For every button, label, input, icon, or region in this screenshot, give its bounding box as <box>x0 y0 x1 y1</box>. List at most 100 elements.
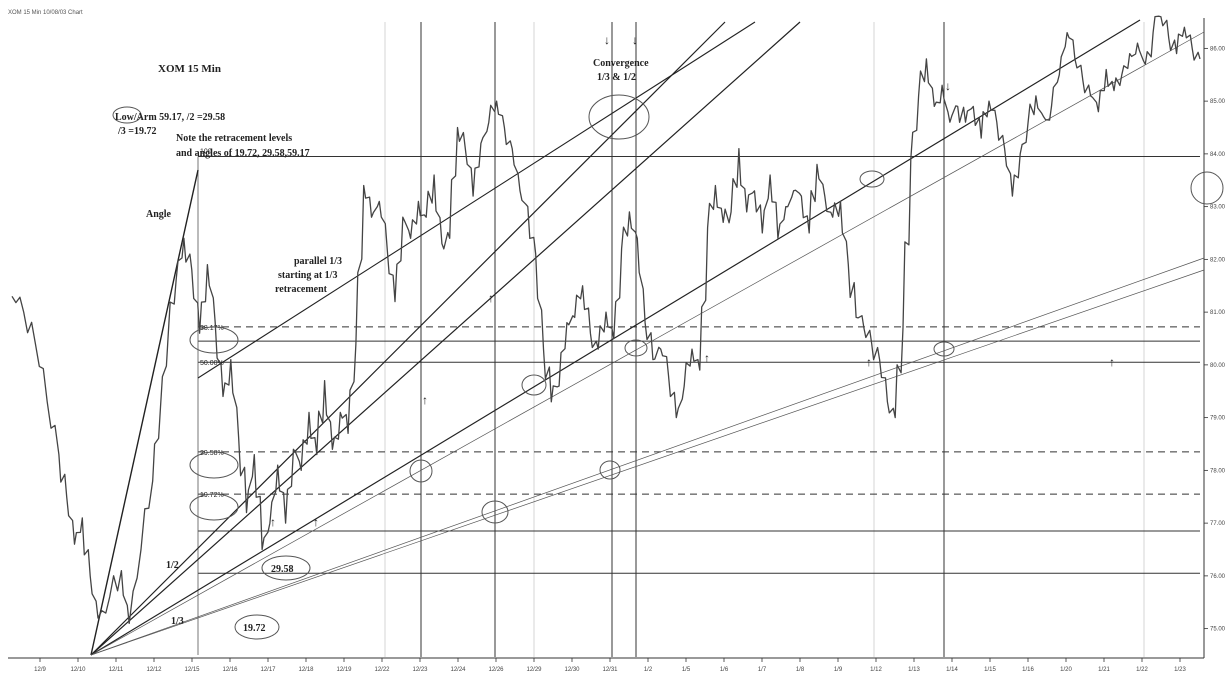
top-level-label: 100 <box>200 149 212 156</box>
x-tick-label: 12/12 <box>146 667 162 673</box>
x-tick-label: 12/23 <box>412 667 428 673</box>
y-tick-label: 86.00 <box>1210 46 1226 52</box>
y-tick-label: 84.00 <box>1210 152 1226 158</box>
x-tick-label: 12/17 <box>260 667 276 673</box>
x-tick-label: 1/2 <box>644 667 653 673</box>
annotation-value-1972: 19.72 <box>243 623 266 634</box>
y-tick-label: 80.00 <box>1210 363 1226 369</box>
chart-title: XOM 15 Min <box>158 63 221 75</box>
y-tick-label: 79.00 <box>1210 416 1226 422</box>
x-tick-label: 12/22 <box>374 667 390 673</box>
y-tick-label: 85.00 <box>1210 99 1226 105</box>
x-tick-label: 1/9 <box>834 667 843 673</box>
annotation-parallel-1: parallel 1/3 <box>294 256 342 267</box>
down-arrow: ↓ <box>632 33 638 47</box>
up-arrow: ↑ <box>704 351 710 365</box>
x-tick-label: 12/15 <box>184 667 200 673</box>
up-arrow: ↑ <box>270 515 276 529</box>
x-tick-label: 12/10 <box>70 667 86 673</box>
vertical-time-lines <box>384 22 1145 657</box>
annotation-parallel-2: starting at 1/3 <box>278 270 337 281</box>
annotation-note-2: and angles of 19.72, 29.58,59.17 <box>176 148 310 159</box>
convergence-marker <box>599 460 621 480</box>
convergence-marker <box>409 459 433 483</box>
x-tick-label: 12/19 <box>336 667 352 673</box>
chart-header: XOM 15 Min 10/08/03 Chart <box>8 10 83 16</box>
angle-line <box>90 31 1205 656</box>
arrow-markers: ↓ ↓ ↓ ↑ ↑ ↑ ↑ ↑ ↑ ↑ <box>270 33 1115 529</box>
down-arrow: ↓ <box>945 79 951 93</box>
annotation-angle: Angle <box>146 209 172 220</box>
x-tick-label: 1/21 <box>1098 667 1110 673</box>
convergence-markers <box>112 94 1224 640</box>
x-tick-label: 12/29 <box>526 667 542 673</box>
price-series-group <box>11 15 1201 625</box>
angle-line <box>90 169 199 656</box>
convergence-marker <box>521 374 547 396</box>
annotation-note-1: Note the retracement levels <box>176 133 292 144</box>
angle-line <box>90 21 726 656</box>
x-tick-label: 1/13 <box>908 667 920 673</box>
y-tick-label: 82.00 <box>1210 257 1226 263</box>
x-tick-label: 1/12 <box>870 667 882 673</box>
retracement-label: 50.00% <box>200 360 224 367</box>
up-arrow: ↑ <box>866 355 872 369</box>
angle-line <box>90 269 1205 656</box>
value-label-ring <box>234 614 280 640</box>
x-tick-label: 12/18 <box>298 667 314 673</box>
x-tick-label: 1/23 <box>1174 667 1186 673</box>
annotation-convergence: Convergence <box>593 58 649 69</box>
y-tick-label: 81.00 <box>1210 310 1226 316</box>
x-tick-labels: 12/9 12/10 12/11 12/12 12/15 12/16 12/17 12/18 1… <box>34 658 1186 673</box>
retracement-label: 38.17% <box>200 325 224 332</box>
y-tick-labels: 86.00 85.00 84.00 83.00 82.00 81.00 80.00 79.00… <box>1204 46 1226 633</box>
y-tick-label: 78.00 <box>1210 468 1226 474</box>
down-arrow: ↓ <box>604 33 610 47</box>
angle-line <box>90 257 1205 656</box>
x-tick-label: 1/6 <box>720 667 729 673</box>
x-tick-label: 1/15 <box>984 667 996 673</box>
x-tick-label: 1/22 <box>1136 667 1148 673</box>
value-label-ring <box>261 555 311 581</box>
y-tick-label: 83.00 <box>1210 205 1226 211</box>
angle-lines <box>90 19 1205 656</box>
annotation-third: /3 =19.72 <box>117 126 156 137</box>
annotation-third-angle: 1/3 <box>171 616 184 627</box>
x-tick-label: 12/31 <box>602 667 618 673</box>
level-label-ring <box>189 451 239 479</box>
retracement-levels: 38.17% 50.00% 29.58% 19.72% 100 <box>197 149 1200 655</box>
y-tick-label: 77.00 <box>1210 521 1226 527</box>
up-arrow: ↑ <box>313 515 319 529</box>
convergence-marker <box>624 339 648 357</box>
annotation-half: 1/2 <box>166 560 179 571</box>
y-tick-label: 76.00 <box>1210 574 1226 580</box>
y-tick-label: 75.00 <box>1210 627 1226 633</box>
convergence-marker <box>481 500 509 524</box>
annotation-low-arm: Low/Arm 59.17, /2 =29.58 <box>115 112 225 123</box>
x-tick-label: 1/16 <box>1022 667 1034 673</box>
low-label-ring <box>112 106 142 124</box>
x-tick-label: 12/30 <box>564 667 580 673</box>
retracement-label: 29.58% <box>200 450 224 457</box>
x-tick-label: 1/7 <box>758 667 767 673</box>
convergence-marker <box>859 170 885 188</box>
up-arrow: ↑ <box>1109 355 1115 369</box>
x-tick-label: 12/24 <box>450 667 466 673</box>
up-arrow: ↑ <box>422 393 428 407</box>
x-tick-label: 1/14 <box>946 667 958 673</box>
annotation-value-2958: 29.58 <box>271 564 294 575</box>
retracement-label: 19.72% <box>200 492 224 499</box>
right-edge-ring <box>1190 171 1224 205</box>
level-label-ring <box>189 326 239 354</box>
x-tick-label: 1/8 <box>796 667 805 673</box>
parallel-angle-line <box>197 21 756 379</box>
annotation-parallel-3: retracement <box>275 284 328 295</box>
level-label-ring <box>189 493 239 521</box>
up-arrow: ↑ <box>488 291 494 305</box>
angle-line <box>90 21 801 656</box>
annotation-convergence-ratio: 1/3 & 1/2 <box>597 72 636 83</box>
convergence-marker <box>588 94 650 140</box>
x-tick-label: 12/16 <box>222 667 238 673</box>
